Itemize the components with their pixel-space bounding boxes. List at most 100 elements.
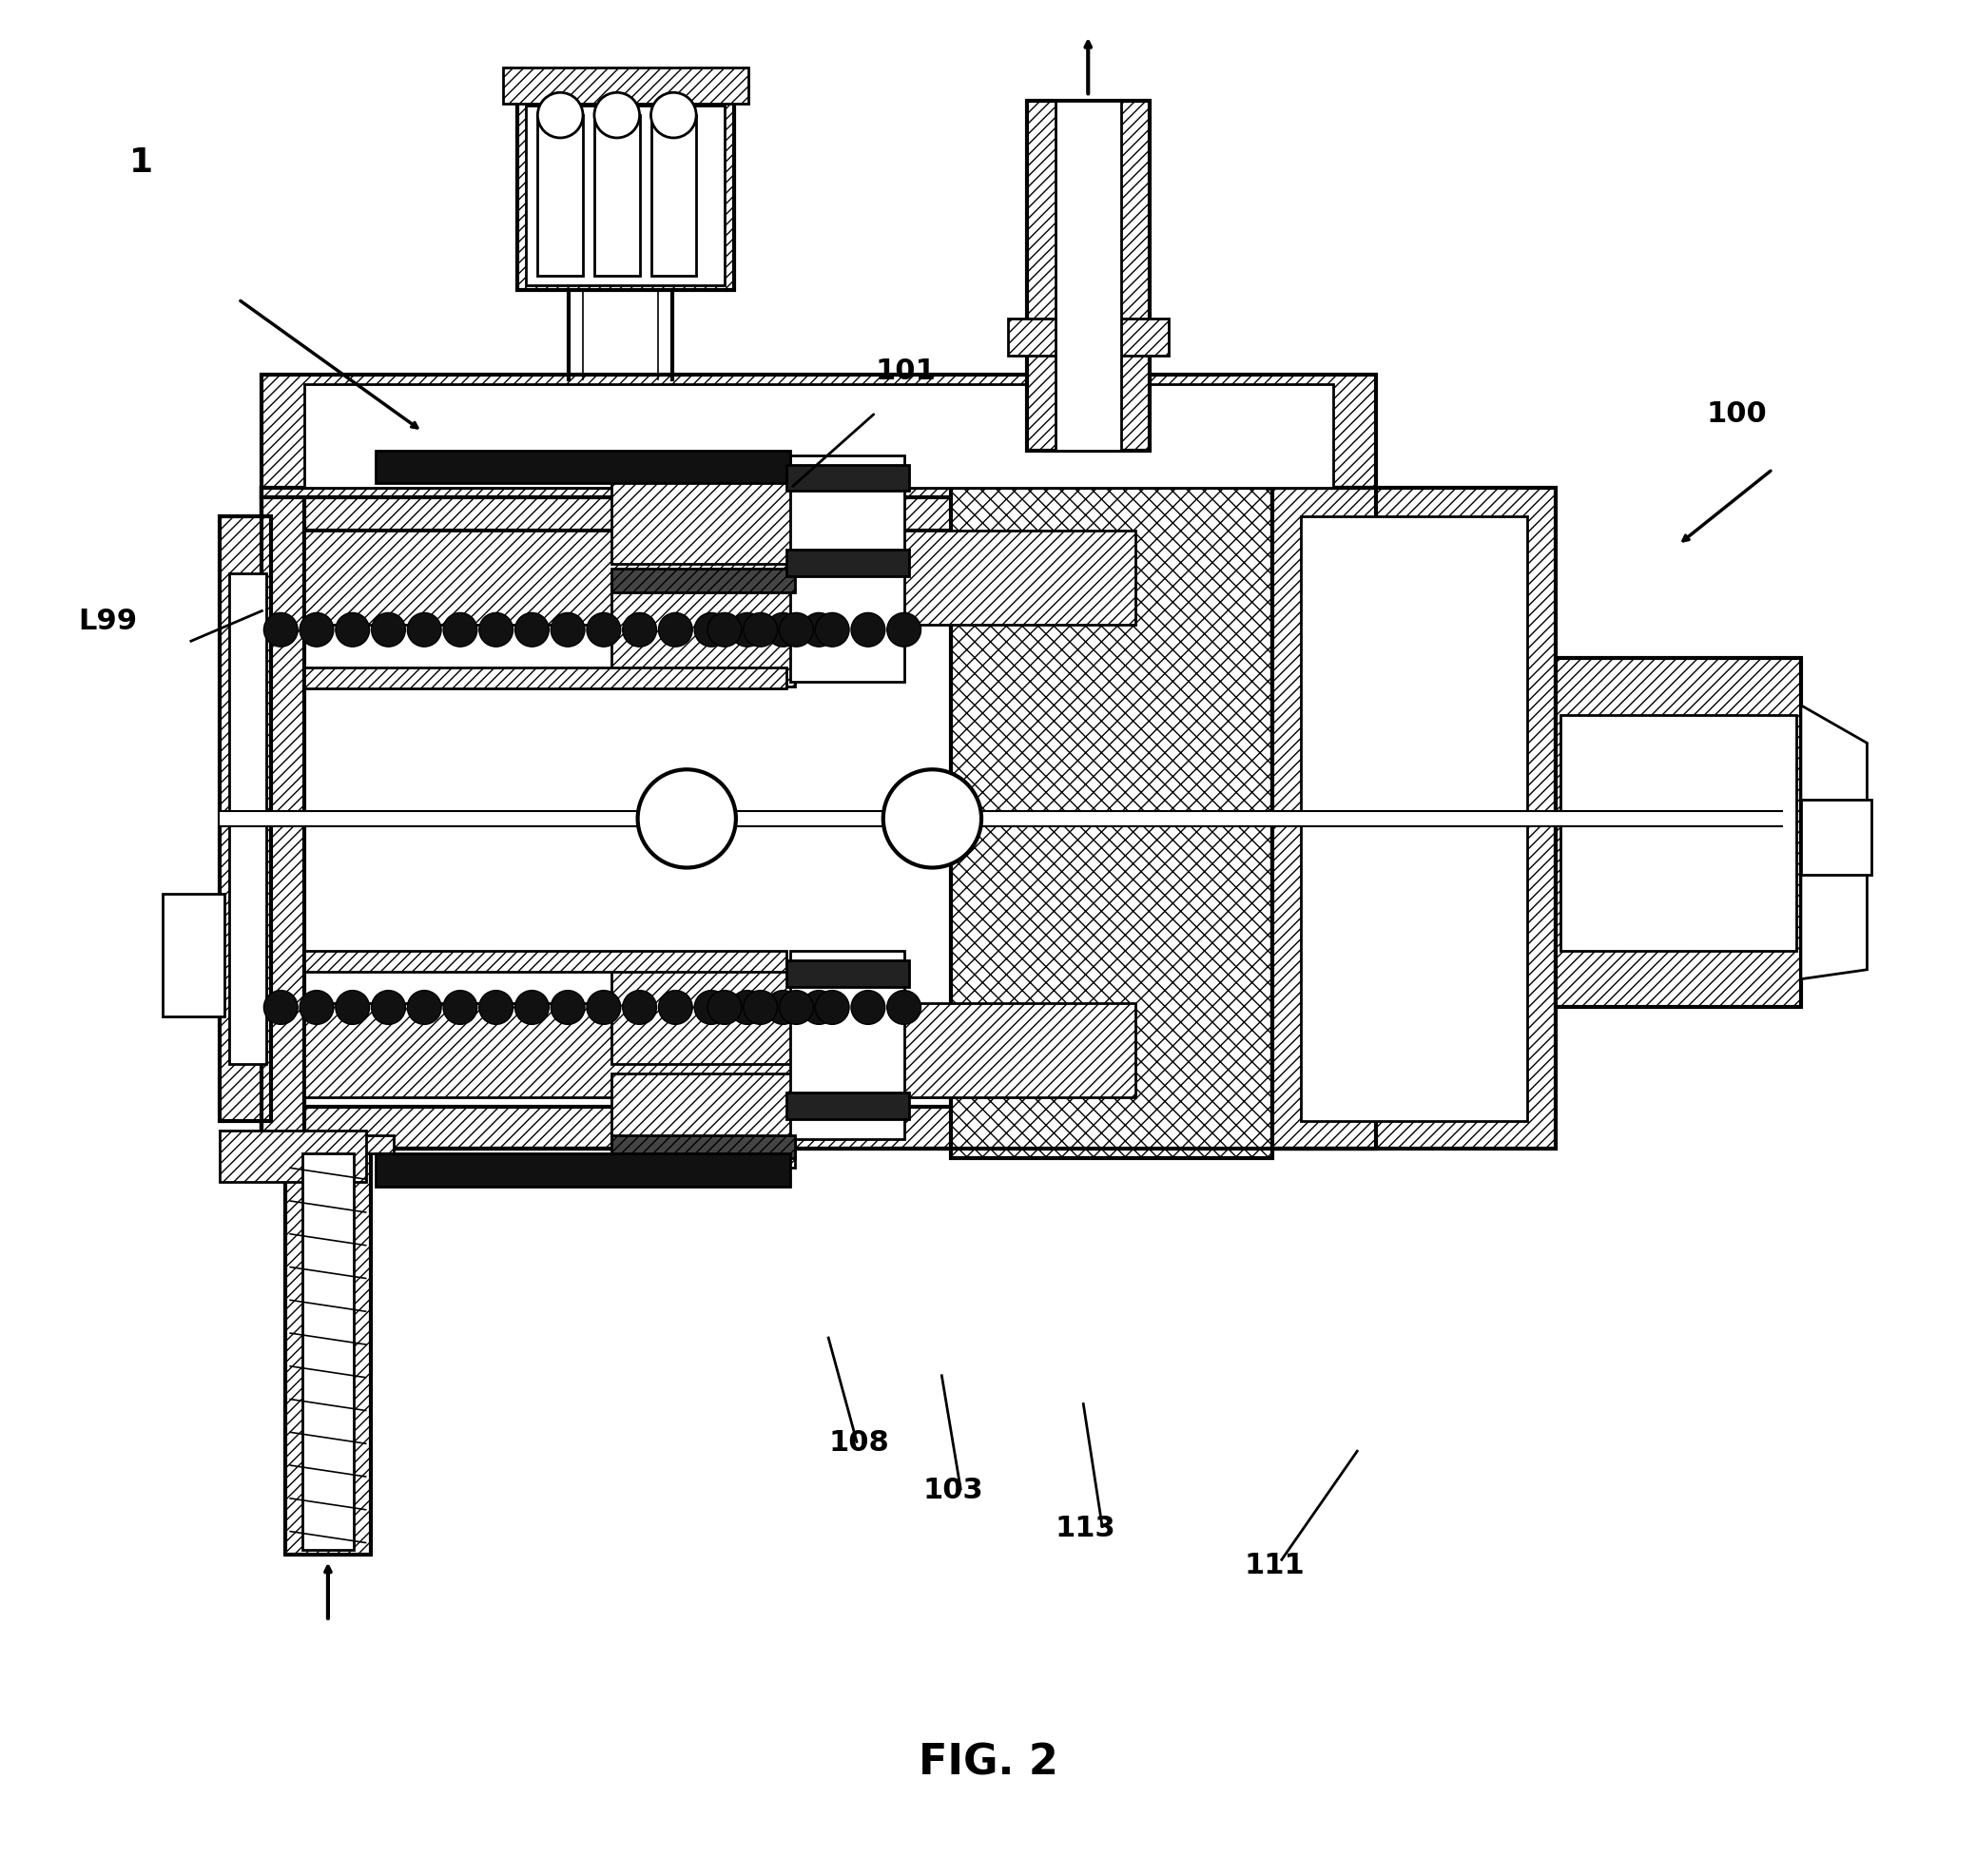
Circle shape: [443, 991, 476, 1024]
Circle shape: [443, 613, 476, 647]
Circle shape: [622, 991, 656, 1024]
Circle shape: [638, 769, 735, 869]
Circle shape: [887, 991, 921, 1024]
Bar: [285, 1148, 370, 1555]
Text: 101: 101: [875, 358, 937, 385]
Circle shape: [587, 613, 620, 647]
Circle shape: [779, 991, 814, 1024]
Bar: [263, 488, 1375, 1148]
Bar: [790, 951, 903, 1139]
Bar: [1300, 516, 1527, 1120]
Text: 108: 108: [828, 1430, 889, 1458]
Circle shape: [802, 613, 836, 647]
Text: 103: 103: [923, 1476, 984, 1505]
Bar: [611, 568, 796, 593]
Circle shape: [537, 92, 583, 137]
Circle shape: [336, 613, 370, 647]
Bar: [1028, 101, 1150, 450]
Circle shape: [743, 613, 777, 647]
Circle shape: [551, 613, 585, 647]
Circle shape: [658, 991, 692, 1024]
Bar: [263, 488, 304, 1148]
Bar: [502, 68, 749, 103]
Bar: [263, 1107, 1375, 1148]
Bar: [219, 1129, 366, 1182]
Bar: [1561, 715, 1796, 951]
Circle shape: [336, 991, 370, 1024]
Circle shape: [551, 991, 585, 1024]
Circle shape: [816, 613, 850, 647]
Bar: [611, 460, 796, 563]
Circle shape: [407, 991, 441, 1024]
Bar: [1055, 101, 1120, 450]
Bar: [786, 550, 909, 576]
Circle shape: [516, 613, 549, 647]
Bar: [219, 812, 1782, 825]
Bar: [219, 516, 271, 1120]
Circle shape: [650, 92, 696, 137]
Text: L99: L99: [77, 608, 136, 636]
Text: 111: 111: [1243, 1551, 1304, 1580]
Text: 113: 113: [1055, 1514, 1116, 1542]
Bar: [611, 583, 796, 687]
Circle shape: [516, 991, 549, 1024]
Circle shape: [779, 613, 814, 647]
FancyArrowPatch shape: [792, 415, 873, 486]
Bar: [1800, 799, 1871, 876]
Circle shape: [883, 769, 982, 869]
Bar: [537, 114, 583, 276]
Circle shape: [694, 613, 729, 647]
Bar: [304, 668, 786, 688]
Bar: [304, 1002, 1136, 1097]
Circle shape: [731, 613, 765, 647]
Circle shape: [767, 613, 800, 647]
Bar: [611, 1135, 796, 1159]
Circle shape: [263, 613, 298, 647]
Circle shape: [595, 92, 640, 137]
Circle shape: [478, 991, 514, 1024]
Bar: [650, 114, 696, 276]
Bar: [786, 465, 909, 492]
Circle shape: [300, 613, 334, 647]
Bar: [526, 105, 725, 285]
Bar: [263, 1135, 393, 1154]
Text: FIG. 2: FIG. 2: [919, 1743, 1057, 1784]
Circle shape: [478, 613, 514, 647]
Circle shape: [694, 991, 729, 1024]
Bar: [611, 961, 796, 1064]
Bar: [595, 114, 640, 276]
Circle shape: [263, 991, 298, 1024]
Circle shape: [371, 613, 405, 647]
Circle shape: [802, 991, 836, 1024]
Circle shape: [371, 991, 405, 1024]
Circle shape: [587, 991, 620, 1024]
Bar: [304, 531, 1136, 625]
Circle shape: [852, 991, 885, 1024]
Bar: [304, 385, 1334, 488]
Circle shape: [300, 991, 334, 1024]
Circle shape: [707, 613, 741, 647]
Text: 1: 1: [130, 146, 154, 178]
Bar: [786, 1092, 909, 1118]
Circle shape: [707, 991, 741, 1024]
Circle shape: [887, 613, 921, 647]
Circle shape: [658, 613, 692, 647]
Bar: [302, 1154, 354, 1550]
Bar: [263, 375, 1375, 497]
Bar: [263, 488, 1375, 531]
Circle shape: [816, 991, 850, 1024]
Circle shape: [622, 613, 656, 647]
Bar: [304, 951, 786, 972]
Bar: [375, 450, 790, 484]
Circle shape: [767, 991, 800, 1024]
Bar: [1008, 319, 1168, 356]
Text: 100: 100: [1707, 400, 1767, 428]
Bar: [611, 1073, 796, 1169]
Bar: [375, 1154, 790, 1188]
Circle shape: [743, 991, 777, 1024]
Polygon shape: [1800, 705, 1867, 979]
Bar: [1273, 488, 1555, 1148]
Circle shape: [731, 991, 765, 1024]
Circle shape: [407, 613, 441, 647]
Bar: [790, 456, 903, 681]
